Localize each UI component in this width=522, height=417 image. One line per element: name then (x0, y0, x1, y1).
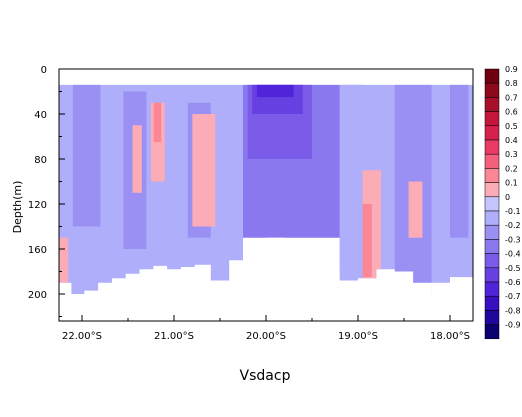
y-tick-label: 80 (34, 155, 47, 166)
colorbar-swatch (484, 281, 500, 297)
colorbar-label: 0.8 (505, 79, 518, 88)
colorbar-label: 0.9 (505, 65, 518, 74)
colorbar-label: -0.8 (505, 306, 521, 315)
y-tick-label: 200 (28, 290, 47, 301)
x-tick-label: 21.00°S (154, 331, 194, 342)
heatmap-cell-7 (153, 102, 162, 143)
colorbar-label: 0 (505, 193, 510, 202)
colorbar-swatch (484, 82, 500, 98)
colorbar-swatch (484, 139, 500, 155)
colorbar-swatch (484, 239, 500, 254)
x-tick-label: 20.00°S (246, 331, 286, 342)
x-axis-label: Vsdacp (240, 368, 291, 384)
colorbar-label: 0.7 (505, 93, 518, 102)
heatmap-cell-15 (362, 204, 372, 278)
y-axis-label: Depth(m) (11, 181, 24, 234)
heatmap-cell-5 (132, 125, 142, 193)
colorbar-swatch (484, 196, 500, 212)
colorbar-swatch (484, 153, 500, 169)
colorbar-swatch (484, 111, 500, 127)
heatmap-cell-1 (72, 84, 101, 227)
colorbar-label: -0.6 (505, 278, 521, 287)
colorbar-label: -0.9 (505, 321, 521, 330)
colorbar-label: 0.3 (505, 150, 518, 159)
x-tick-label: 22.00°S (62, 331, 102, 342)
colorbar-label: 0.1 (505, 179, 518, 188)
colorbar-label: -0.1 (505, 207, 521, 216)
heatmap-cell-17 (450, 84, 469, 238)
colorbar-label: 0.6 (505, 108, 518, 117)
heatmap-cell-18 (59, 237, 69, 283)
colorbar-swatch (484, 168, 500, 183)
y-tick-label: 0 (41, 65, 47, 76)
y-tick-label: 160 (28, 245, 47, 256)
colorbar-label: 0.4 (505, 136, 518, 145)
heatmap-cell-16 (408, 181, 423, 238)
colorbar-swatch (484, 253, 500, 269)
y-tick-label: 40 (34, 110, 47, 121)
heatmap-cells (59, 84, 473, 294)
colorbar-swatch (484, 68, 500, 84)
colorbar-swatch (484, 97, 500, 112)
colorbar-swatch (484, 267, 500, 283)
x-tick-label: 19.00°S (338, 331, 378, 342)
colorbar-label: -0.2 (505, 221, 521, 230)
colorbar-label: -0.4 (505, 250, 521, 259)
colorbar-label: 0.5 (505, 122, 518, 131)
colorbar-label: 0.2 (505, 164, 518, 173)
y-axis: 0 40 80 120 160 200 (28, 65, 65, 317)
colorbar-swatch (484, 125, 500, 141)
heatmap-cell-6 (192, 114, 216, 227)
colorbar-swatch (484, 210, 500, 226)
colorbar-label: -0.3 (505, 235, 521, 244)
colorbar-swatch (484, 295, 500, 311)
colorbar-swatch (484, 182, 500, 198)
colorbar-swatch (484, 324, 500, 340)
colorbar-swatch (484, 310, 500, 325)
x-tick-label: 18.00°S (430, 331, 470, 342)
colorbar: 0.9 0.8 0.7 0.6 0.5 0.4 0.3 0.2 0.1 0 -0.1 -0.2 -0.3… (484, 65, 521, 340)
colorbar-swatch (484, 224, 500, 240)
x-axis: 22.00°S 21.00°S 20.00°S 19.00°S 18.00°S (62, 315, 470, 342)
colorbar-label: -0.7 (505, 292, 521, 301)
heatmap-cell-11 (256, 84, 294, 98)
y-tick-label: 120 (28, 200, 47, 211)
colorbar-label: -0.5 (505, 264, 521, 273)
